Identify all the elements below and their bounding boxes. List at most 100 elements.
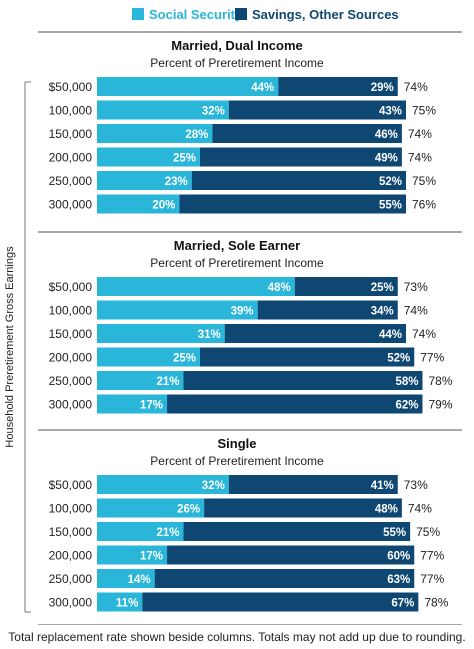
data-label-savings: 49% bbox=[375, 153, 398, 165]
data-label-social-security: 17% bbox=[140, 551, 163, 563]
data-label-social-security: 14% bbox=[128, 574, 151, 586]
category-label: 150,000 bbox=[49, 127, 93, 141]
bar-savings bbox=[228, 475, 398, 494]
bar-savings bbox=[200, 147, 402, 167]
category-label: 150,000 bbox=[49, 327, 93, 341]
bar-social-security bbox=[97, 592, 143, 612]
bar-social-security bbox=[97, 569, 155, 588]
data-label-savings: 55% bbox=[383, 527, 406, 539]
total-label: 74% bbox=[404, 304, 428, 318]
data-label-social-security: 21% bbox=[156, 376, 179, 388]
bar-social-security bbox=[97, 498, 205, 518]
total-label: 77% bbox=[420, 351, 444, 365]
bar-savings bbox=[191, 171, 406, 190]
panel-subtitle: Percent of Preretirement Income bbox=[150, 256, 324, 270]
category-label: $50,000 bbox=[49, 80, 93, 94]
total-label: 74% bbox=[408, 502, 432, 516]
bar-social-security bbox=[97, 545, 168, 565]
category-label: 100,000 bbox=[49, 304, 93, 318]
bar-social-security bbox=[97, 394, 168, 414]
category-label: 300,000 bbox=[49, 596, 93, 610]
bar-social-security bbox=[97, 475, 229, 494]
category-label: 300,000 bbox=[49, 398, 93, 412]
total-label: 78% bbox=[428, 374, 452, 388]
bar-social-security bbox=[97, 194, 180, 214]
total-label: 74% bbox=[404, 80, 428, 94]
bar-social-security bbox=[97, 522, 184, 541]
bar-savings bbox=[228, 100, 406, 120]
bar-savings bbox=[278, 77, 398, 96]
bar-savings bbox=[154, 569, 415, 588]
legend-label-savings: Savings, Other Sources bbox=[252, 6, 399, 22]
data-label-social-security: 25% bbox=[173, 153, 196, 165]
data-label-savings: 41% bbox=[371, 480, 394, 492]
bar-social-security bbox=[97, 324, 225, 343]
total-label: 74% bbox=[412, 327, 436, 341]
category-label: 250,000 bbox=[49, 572, 93, 586]
total-label: 73% bbox=[404, 280, 428, 294]
data-label-social-security: 26% bbox=[177, 504, 200, 516]
data-label-social-security: 23% bbox=[165, 176, 188, 188]
bar-savings bbox=[257, 300, 398, 320]
total-label: 75% bbox=[412, 104, 436, 118]
legend-item-savings: Savings, Other Sources bbox=[235, 4, 399, 24]
data-label-savings: 29% bbox=[371, 82, 394, 94]
total-label: 75% bbox=[412, 174, 436, 188]
data-label-social-security: 44% bbox=[251, 82, 274, 94]
bar-savings bbox=[183, 371, 423, 390]
data-label-social-security: 32% bbox=[202, 106, 225, 118]
bar-savings bbox=[142, 592, 419, 612]
panel-subtitle: Percent of Preretirement Income bbox=[150, 56, 324, 70]
data-label-social-security: 25% bbox=[173, 353, 196, 365]
data-label-savings: 44% bbox=[379, 329, 402, 341]
data-label-savings: 48% bbox=[375, 504, 398, 516]
y-axis-label: Household Preretirement Gross Earnings bbox=[4, 246, 16, 448]
data-label-social-security: 21% bbox=[156, 527, 179, 539]
total-label: 77% bbox=[420, 549, 444, 563]
data-label-social-security: 20% bbox=[152, 200, 175, 212]
category-label: 250,000 bbox=[49, 174, 93, 188]
data-label-savings: 55% bbox=[379, 200, 402, 212]
bar-social-security bbox=[97, 147, 200, 167]
bar-savings bbox=[204, 498, 402, 518]
data-label-savings: 67% bbox=[391, 598, 414, 610]
bar-savings bbox=[224, 324, 406, 343]
category-label: 200,000 bbox=[49, 351, 93, 365]
bar-social-security bbox=[97, 300, 258, 320]
data-label-savings: 52% bbox=[387, 353, 410, 365]
category-label: $50,000 bbox=[49, 478, 93, 492]
bar-savings bbox=[294, 277, 398, 296]
data-label-social-security: 28% bbox=[185, 129, 208, 141]
data-label-savings: 52% bbox=[379, 176, 402, 188]
bar-savings bbox=[200, 347, 415, 367]
bar-social-security bbox=[97, 124, 213, 143]
data-label-savings: 63% bbox=[387, 574, 410, 586]
data-label-social-security: 11% bbox=[116, 598, 138, 610]
data-label-social-security: 31% bbox=[198, 329, 221, 341]
data-label-savings: 58% bbox=[395, 376, 418, 388]
bar-social-security bbox=[97, 77, 279, 96]
bar-savings bbox=[167, 545, 415, 565]
panel-title: Single bbox=[217, 436, 256, 451]
legend-swatch-savings bbox=[235, 8, 247, 20]
data-label-social-security: 32% bbox=[202, 480, 225, 492]
category-label: 200,000 bbox=[49, 549, 93, 563]
data-label-social-security: 48% bbox=[268, 282, 291, 294]
total-label: 78% bbox=[424, 596, 448, 610]
category-label: 100,000 bbox=[49, 502, 93, 516]
bar-social-security bbox=[97, 347, 200, 367]
legend-label-social-security: Social Security bbox=[149, 6, 243, 22]
bar-savings bbox=[179, 194, 406, 214]
total-label: 74% bbox=[408, 151, 432, 165]
data-label-savings: 25% bbox=[371, 282, 394, 294]
total-label: 77% bbox=[420, 572, 444, 586]
data-label-social-security: 17% bbox=[140, 400, 163, 412]
bar-social-security bbox=[97, 171, 192, 190]
legend-swatch-social-security bbox=[132, 8, 144, 20]
panel-subtitle: Percent of Preretirement Income bbox=[150, 454, 324, 468]
category-label: 250,000 bbox=[49, 374, 93, 388]
total-label: 74% bbox=[408, 127, 432, 141]
total-label: 73% bbox=[404, 478, 428, 492]
bar-social-security bbox=[97, 277, 295, 296]
category-label: 300,000 bbox=[49, 198, 93, 212]
